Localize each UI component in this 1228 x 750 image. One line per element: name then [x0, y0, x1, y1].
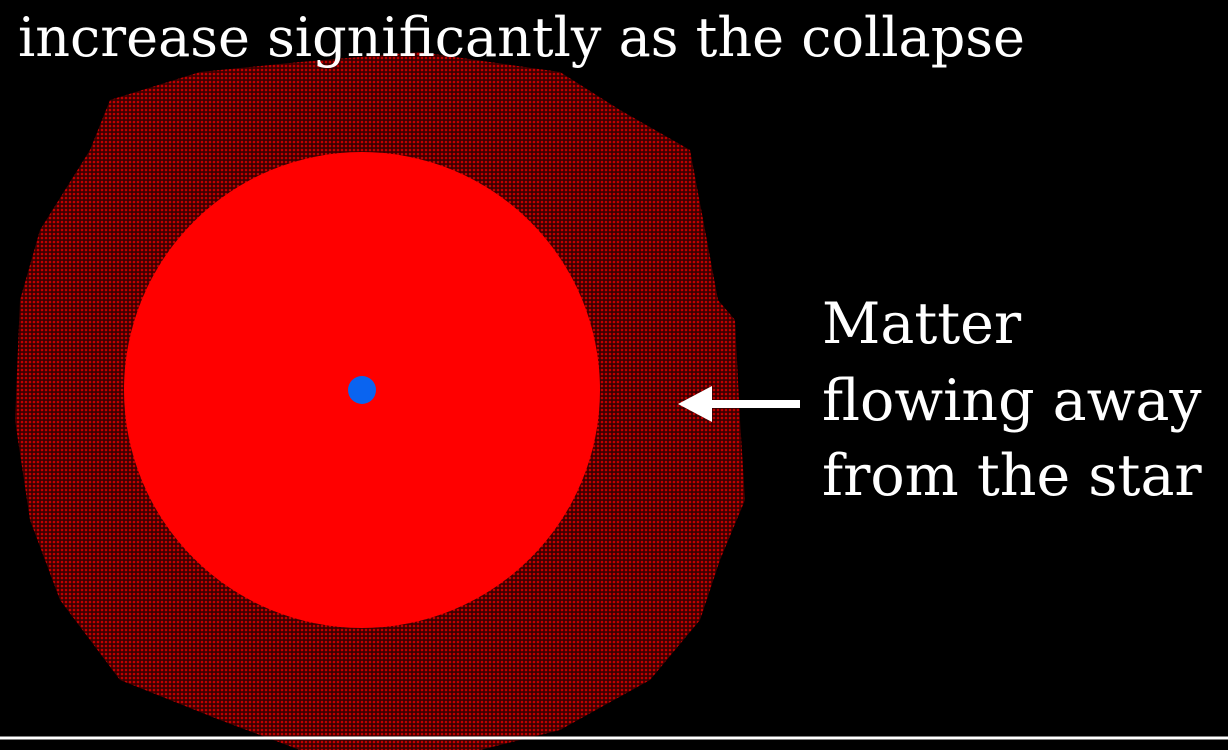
annotation-line: flowing away — [822, 368, 1202, 434]
annotation-line: Matter — [822, 291, 1022, 357]
page: increase significantly as the collapse M… — [0, 0, 1228, 750]
slide: increase significantly as the collapse M… — [0, 0, 1228, 750]
annotation-line: from the star — [822, 443, 1202, 509]
core — [348, 376, 376, 404]
slide-title: increase significantly as the collapse — [18, 6, 1025, 69]
